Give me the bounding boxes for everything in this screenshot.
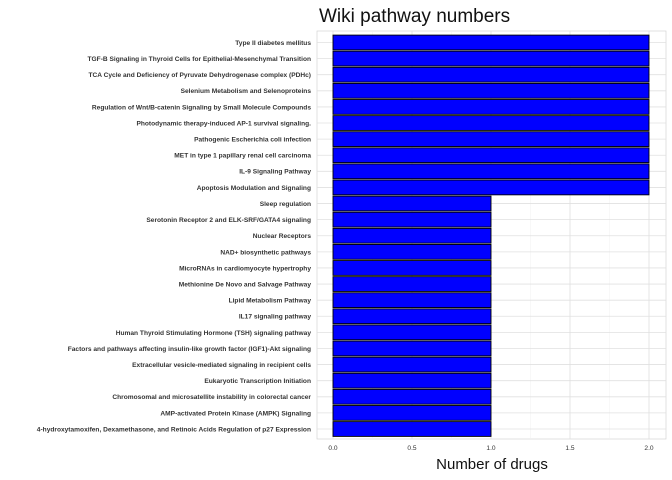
- y-tick-label: Serotonin Receptor 2 and ELK-SRF/GATA4 s…: [146, 217, 311, 224]
- x-axis-title: Number of drugs: [436, 456, 548, 473]
- x-tick-label: 2.0: [644, 445, 653, 452]
- y-tick-label: 4-hydroxytamoxifen, Dexamethasone, and R…: [37, 426, 311, 433]
- bar: [332, 340, 492, 357]
- bar: [332, 211, 492, 228]
- bar: [332, 372, 492, 389]
- x-tick-label: 1.5: [565, 445, 574, 452]
- bar: [332, 34, 650, 51]
- bar: [332, 50, 650, 67]
- bar: [332, 163, 650, 180]
- bar: [332, 388, 492, 405]
- bar: [332, 179, 650, 196]
- y-tick-label: Chromosomal and microsatellite instabili…: [112, 394, 311, 401]
- y-tick-label: Sleep regulation: [260, 201, 311, 208]
- bars: [332, 34, 650, 437]
- bar: [332, 243, 492, 260]
- bar: [332, 405, 492, 421]
- y-tick-label: Lipid Metabolism Pathway: [229, 298, 312, 305]
- y-axis-labels: Type II diabetes mellitus TGF-B Signaling…: [37, 40, 312, 433]
- chart-title: Wiki pathway numbers: [319, 6, 510, 27]
- y-tick-label: Human Thyroid Stimulating Hormone (TSH) …: [116, 330, 312, 337]
- y-tick-label: Nuclear Receptors: [253, 233, 312, 240]
- bar: [332, 421, 492, 437]
- y-tick-label: Selenium Metabolism and Selenoproteins: [181, 88, 312, 95]
- y-tick-label: Type II diabetes mellitus: [235, 40, 311, 47]
- bar: [332, 131, 650, 147]
- y-tick-label: MET in type 1 papillary renal cell carci…: [174, 153, 311, 160]
- bar: [332, 276, 492, 292]
- x-tick-label: 0.5: [407, 445, 416, 452]
- y-tick-label: Apoptosis Modulation and Signaling: [197, 185, 311, 192]
- bar: [332, 66, 650, 83]
- y-tick-label: Eukaryotic Transcription Initiation: [204, 378, 311, 385]
- bar: [332, 356, 492, 373]
- bar: [332, 82, 650, 99]
- y-tick-label: Extracellular vesicle-mediated signaling…: [132, 362, 311, 369]
- y-tick-label: Pathogenic Escherichia coli infection: [194, 137, 311, 144]
- bar: [332, 260, 492, 276]
- bar: [332, 308, 492, 325]
- bar: [332, 324, 492, 341]
- y-tick-label: IL17 signaling pathway: [239, 314, 312, 321]
- y-tick-label: Regulation of Wnt/B-catenin Signaling by…: [92, 104, 311, 111]
- y-tick-label: AMP-activated Protein Kinase (AMPK) Sign…: [160, 410, 311, 417]
- y-tick-label: MicroRNAs in cardiomyocyte hypertrophy: [179, 265, 311, 272]
- y-tick-label: Photodynamic therapy-induced AP-1 surviv…: [136, 120, 311, 127]
- y-tick-label: IL-9 Signaling Pathway: [239, 169, 311, 176]
- x-tick-label: 0.0: [328, 445, 337, 452]
- bar: [332, 115, 650, 131]
- y-tick-label: TCA Cycle and Deficiency of Pyruvate Deh…: [88, 72, 311, 79]
- bar: [332, 292, 492, 309]
- y-tick-label: Factors and pathways affecting insulin-l…: [68, 346, 311, 353]
- y-tick-label: Methionine De Novo and Salvage Pathway: [179, 281, 312, 288]
- bar: [332, 147, 650, 164]
- x-tick-label: 1.0: [486, 445, 495, 452]
- bar: [332, 195, 492, 212]
- bar: [332, 227, 492, 244]
- y-tick-label: TGF-B Signaling in Thyroid Cells for Epi…: [88, 56, 311, 63]
- bar: [332, 99, 650, 115]
- y-tick-label: NAD+ biosynthetic pathways: [220, 249, 311, 256]
- x-axis-tick-labels: 0.0 0.5 1.0 1.5 2.0: [328, 445, 653, 452]
